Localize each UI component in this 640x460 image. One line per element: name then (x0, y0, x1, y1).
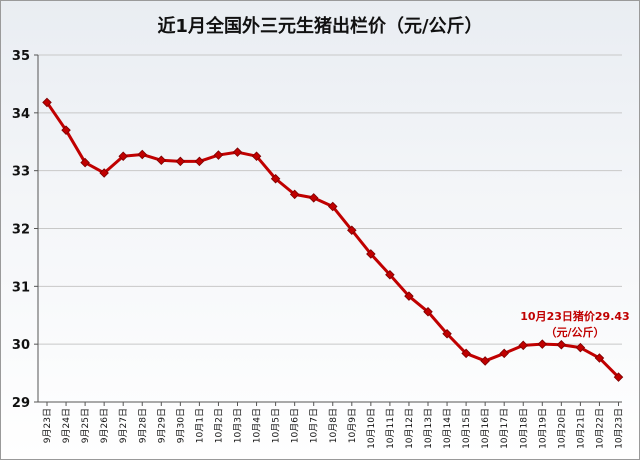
annotation-unit: （元/公斤） (545, 325, 604, 339)
data-point (61, 125, 71, 135)
x-tick-label: 10月12日 (404, 408, 415, 449)
data-point (404, 291, 414, 301)
data-point (99, 168, 109, 178)
data-point (594, 353, 605, 363)
data-point (213, 150, 224, 160)
data-point (118, 151, 128, 161)
x-tick-label: 10月19日 (537, 408, 548, 449)
x-tick-label: 10月16日 (480, 408, 491, 449)
data-point (42, 97, 52, 108)
data-point (385, 270, 395, 280)
data-point (156, 155, 167, 166)
data-point (423, 307, 433, 317)
x-tick-label: 10月13日 (423, 408, 434, 449)
data-point (575, 342, 586, 353)
data-point (137, 149, 148, 160)
x-tick-label: 10月7日 (309, 408, 320, 443)
x-tick-label: 9月29日 (156, 408, 167, 443)
x-tick-label: 9月28日 (137, 408, 148, 443)
data-point (613, 372, 624, 382)
y-axis-ticks: 29 30 31 32 33 34 35 (12, 49, 38, 411)
data-point (80, 157, 90, 168)
y-tick-label: 34 (12, 107, 30, 122)
x-tick-label: 10月21日 (575, 408, 586, 449)
data-point (366, 249, 376, 259)
x-tick-label: 10月15日 (461, 408, 472, 449)
x-tick-label: 10月23日 (614, 408, 625, 449)
data-point (289, 189, 300, 200)
data-point (537, 339, 548, 349)
x-tick-label: 10月20日 (556, 408, 567, 449)
data-point (270, 173, 281, 184)
data-point (461, 348, 471, 359)
x-tick-label: 9月30日 (175, 408, 186, 443)
x-tick-label: 10月3日 (233, 408, 244, 443)
plot-area (42, 97, 624, 382)
data-point (499, 348, 509, 359)
data-point (308, 193, 319, 203)
grid-lines (38, 54, 622, 403)
data-point (251, 151, 262, 161)
data-point (518, 340, 529, 351)
data-point (442, 328, 452, 339)
data-point (347, 225, 357, 236)
x-tick-label: 10月14日 (442, 408, 453, 449)
x-tick-label: 10月9日 (347, 408, 358, 443)
x-tick-label: 10月22日 (594, 408, 605, 449)
y-tick-label: 29 (12, 396, 30, 411)
x-tick-label: 9月24日 (61, 408, 72, 443)
y-tick-label: 35 (12, 49, 30, 64)
chart-title: 近1月全国外三元生猪出栏价（元/公斤） (157, 15, 482, 37)
x-tick-label: 9月25日 (80, 408, 91, 443)
x-tick-label: 10月5日 (271, 408, 282, 443)
y-tick-label: 31 (12, 280, 30, 295)
data-point (480, 356, 490, 366)
data-point (232, 147, 243, 157)
data-point (327, 201, 338, 212)
x-tick-label: 10月18日 (518, 408, 529, 449)
x-tick-label: 9月23日 (42, 408, 53, 443)
x-tick-label: 10月11日 (385, 408, 396, 449)
x-tick-label: 10月10日 (366, 408, 377, 449)
x-tick-label: 9月26日 (99, 408, 110, 443)
series-line (45, 101, 620, 379)
annotation-price: 10月23日猪价29.43 (520, 309, 629, 323)
x-axis-ticks: 9月23日 9月24日 9月25日 9月26日 9月27日 9月28日 9月29日 9月30日… (42, 402, 625, 449)
x-tick-label: 10月6日 (290, 408, 301, 443)
data-point (175, 156, 186, 167)
x-tick-label: 9月27日 (118, 408, 129, 443)
x-tick-label: 10月8日 (328, 408, 339, 443)
x-tick-label: 10月1日 (194, 408, 205, 443)
data-point (194, 156, 205, 167)
x-tick-label: 10月4日 (252, 408, 263, 443)
y-tick-label: 33 (12, 165, 30, 180)
y-tick-label: 30 (12, 338, 30, 353)
x-tick-label: 10月17日 (499, 408, 510, 449)
data-point (556, 339, 567, 350)
x-tick-label: 10月2日 (213, 408, 224, 443)
y-tick-label: 32 (12, 223, 30, 238)
